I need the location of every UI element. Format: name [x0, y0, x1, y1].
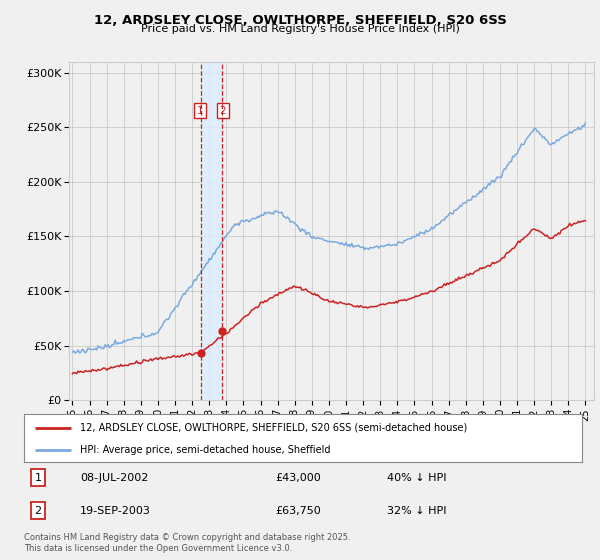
- Text: £63,750: £63,750: [275, 506, 321, 516]
- Text: 1: 1: [196, 106, 203, 116]
- Text: 2: 2: [34, 506, 41, 516]
- Text: 08-JUL-2002: 08-JUL-2002: [80, 473, 148, 483]
- Text: 12, ARDSLEY CLOSE, OWLTHORPE, SHEFFIELD, S20 6SS: 12, ARDSLEY CLOSE, OWLTHORPE, SHEFFIELD,…: [94, 14, 506, 27]
- Text: 2: 2: [220, 106, 226, 116]
- Text: £43,000: £43,000: [275, 473, 321, 483]
- Text: 1: 1: [34, 473, 41, 483]
- Bar: [201, 62, 221, 400]
- Text: HPI: Average price, semi-detached house, Sheffield: HPI: Average price, semi-detached house,…: [80, 445, 331, 455]
- Text: 12, ARDSLEY CLOSE, OWLTHORPE, SHEFFIELD, S20 6SS (semi-detached house): 12, ARDSLEY CLOSE, OWLTHORPE, SHEFFIELD,…: [80, 423, 467, 433]
- Text: 32% ↓ HPI: 32% ↓ HPI: [387, 506, 446, 516]
- Text: 40% ↓ HPI: 40% ↓ HPI: [387, 473, 446, 483]
- Text: Contains HM Land Registry data © Crown copyright and database right 2025.
This d: Contains HM Land Registry data © Crown c…: [24, 533, 350, 553]
- Text: Price paid vs. HM Land Registry's House Price Index (HPI): Price paid vs. HM Land Registry's House …: [140, 24, 460, 34]
- Text: 19-SEP-2003: 19-SEP-2003: [80, 506, 151, 516]
